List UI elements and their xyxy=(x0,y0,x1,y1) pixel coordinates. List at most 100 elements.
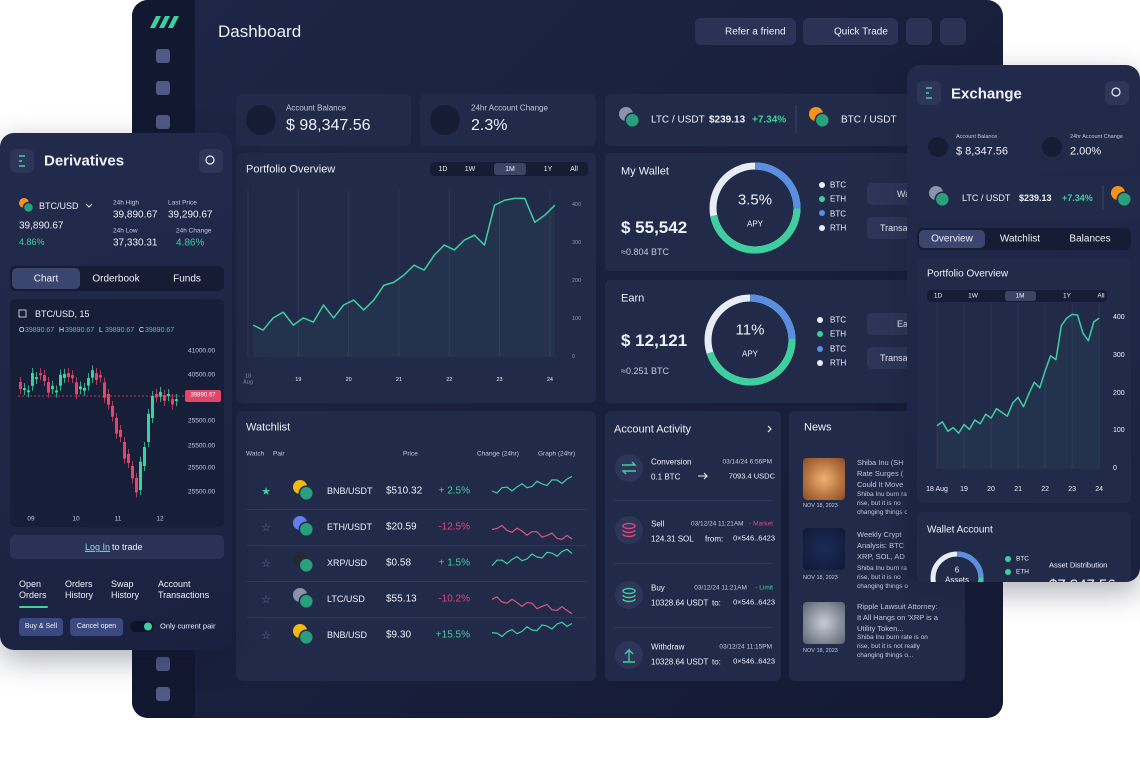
tab[interactable]: Balances xyxy=(1069,233,1111,245)
panel-title: Derivatives xyxy=(44,152,125,170)
activity-date: 03/12/24 11:15PM xyxy=(719,643,772,651)
activity-target: 0×546..6423 xyxy=(733,597,775,607)
toggle-label: Only current pair xyxy=(160,621,216,631)
news-image xyxy=(803,602,845,644)
sidebar-icon[interactable] xyxy=(156,687,170,701)
toggle[interactable] xyxy=(130,621,154,632)
order-tab[interactable]: Orders History xyxy=(65,579,94,600)
candle-body xyxy=(111,406,114,417)
graphics xyxy=(926,87,1133,582)
asset-count: 6 xyxy=(954,565,960,575)
card-icon xyxy=(246,105,276,135)
activity-tag: - Market xyxy=(749,520,773,528)
range-active xyxy=(1005,291,1036,301)
legend-label: RTH xyxy=(830,223,847,233)
y-tick-label: 400 xyxy=(1113,314,1125,322)
order-tab[interactable]: Open Orders xyxy=(19,579,47,600)
portfolio-card xyxy=(236,153,596,403)
sidebar-icon[interactable] xyxy=(156,81,170,95)
range-option[interactable]: 1M xyxy=(505,165,515,173)
pair: BNB/USDT xyxy=(327,485,373,496)
cancel-button[interactable] xyxy=(70,618,123,636)
activity-tag: - Limit xyxy=(755,584,773,592)
coin-icon xyxy=(22,201,35,214)
sidebar-icon[interactable] xyxy=(156,49,170,63)
buy-sell-button[interactable] xyxy=(19,618,63,636)
quick-trade-button[interactable] xyxy=(803,18,898,45)
range-option[interactable]: All xyxy=(570,165,578,173)
candle-body xyxy=(139,461,142,490)
search-button[interactable] xyxy=(199,149,223,173)
news-headline: Weekly Crypt Analysis: BTC XRP, SOL, AD xyxy=(857,530,905,561)
news-date: NOV 18, 2023 xyxy=(803,574,838,581)
legend-label: ETH xyxy=(1016,568,1029,576)
search-button[interactable] xyxy=(1105,81,1129,105)
time-axis-label: 09 xyxy=(27,515,35,523)
candle-body xyxy=(19,382,22,390)
ohlc-label: O xyxy=(19,326,25,334)
price: $510.32 xyxy=(386,485,423,497)
legend-label: BTC xyxy=(830,315,846,325)
login-text: to trade xyxy=(112,541,143,552)
login-bar[interactable] xyxy=(10,535,224,559)
legend-dot xyxy=(817,346,823,352)
range-option[interactable]: 1M xyxy=(1015,292,1025,300)
search-glyph xyxy=(1111,87,1121,97)
button-label[interactable]: Refer a friend xyxy=(725,26,786,38)
ticker-pair: LTC / USDT xyxy=(962,192,1011,203)
legend-label: BTC xyxy=(830,209,846,219)
tab[interactable]: Chart xyxy=(33,273,59,285)
coin-icon xyxy=(298,485,315,502)
tab[interactable]: Funds xyxy=(173,273,201,285)
candle-body xyxy=(123,442,126,459)
portfolio-line xyxy=(936,313,1100,434)
candle-body xyxy=(79,386,82,390)
tab[interactable]: Watchlist xyxy=(999,233,1041,245)
tab[interactable]: Overview xyxy=(931,233,973,245)
ticker-price: $239.13 xyxy=(1019,192,1052,203)
panel-title: Exchange xyxy=(951,85,1022,103)
chart-card xyxy=(10,299,224,527)
range-option[interactable]: 1Y xyxy=(543,165,553,173)
button-label[interactable]: Quick Trade xyxy=(834,26,888,38)
star: ☆ xyxy=(261,558,271,570)
range-option[interactable]: 1D xyxy=(933,292,943,300)
candle-body xyxy=(23,388,26,391)
dashboard-window: ★ ☆ ☆ ☆ ☆ 18 Aug 19 20 21 22 23 24 0 100 200 300 400 Dash… xyxy=(132,0,1003,718)
button-label[interactable]: Wa xyxy=(897,188,911,199)
stat-value: 39,890.67 xyxy=(113,209,158,221)
order-tab[interactable]: Account Transactions xyxy=(158,579,210,600)
button-label[interactable]: Cancel open xyxy=(76,622,117,630)
refer-button[interactable] xyxy=(695,18,796,45)
sidebar-icon[interactable] xyxy=(156,115,170,129)
button-label[interactable]: Transa xyxy=(880,222,908,233)
activity-direction: to: xyxy=(712,598,721,608)
rate-label: APY xyxy=(746,219,764,229)
language-button[interactable] xyxy=(940,18,966,45)
range-option[interactable]: 1W xyxy=(968,292,978,300)
button-label[interactable]: Transa xyxy=(880,352,908,363)
sidebar-icon[interactable] xyxy=(156,657,170,671)
button-label[interactable]: Buy & Sell xyxy=(24,622,58,630)
change: + 2.5% xyxy=(438,485,470,497)
row-divider xyxy=(614,500,772,501)
change: -10.2% xyxy=(438,593,470,605)
ohlc-label: L xyxy=(99,326,103,334)
activity-icon xyxy=(615,454,643,482)
glyph xyxy=(621,461,637,475)
activity-date: 03/12/24 11:21AM xyxy=(694,584,747,592)
button-label[interactable]: Ea xyxy=(897,318,909,329)
range-option[interactable]: 1Y xyxy=(1063,292,1071,300)
ticker-pair: BTC / USDT xyxy=(841,114,897,126)
tab-active[interactable] xyxy=(12,268,80,289)
login-link[interactable]: Log In xyxy=(84,541,110,552)
order-tab[interactable]: Swap History xyxy=(111,579,140,600)
range-option[interactable]: All xyxy=(1097,292,1105,300)
price-axis-label: 25500.00 xyxy=(188,417,216,425)
profile-button[interactable] xyxy=(906,18,932,45)
tab[interactable]: Orderbook xyxy=(92,273,140,285)
tab-active[interactable] xyxy=(919,230,985,248)
range-option[interactable]: 1W xyxy=(464,165,476,173)
change: +15.5% xyxy=(435,629,470,641)
range-option[interactable]: 1D xyxy=(438,165,448,173)
